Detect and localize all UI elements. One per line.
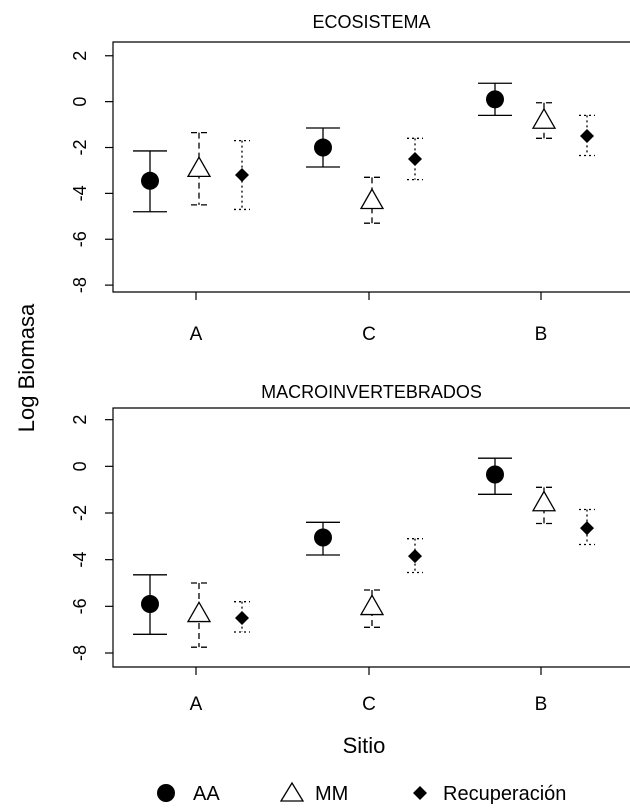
y-tick-label: -6 xyxy=(70,598,90,614)
series-2 xyxy=(186,486,557,648)
y-tick-label: 2 xyxy=(70,415,90,425)
legend: AA MM Recuperación xyxy=(157,781,566,805)
data-point xyxy=(141,171,159,190)
legend-marker xyxy=(279,781,305,802)
plot-frame xyxy=(112,407,630,668)
y-tick-label: -8 xyxy=(70,645,90,661)
y-tick-label: -4 xyxy=(70,185,90,201)
data-point xyxy=(580,521,594,536)
data-point xyxy=(486,465,504,484)
legend-label: AA xyxy=(193,783,220,805)
chart-panel-1: ECOSISTEMA 2 0 -2 -4 -6 -8 A C B xyxy=(70,12,630,345)
series-1 xyxy=(133,457,512,635)
data-point xyxy=(531,490,557,512)
legend-label: Recuperación xyxy=(443,783,566,805)
data-point xyxy=(408,549,422,564)
y-tick-label: -4 xyxy=(70,552,90,568)
y-tick-label: -8 xyxy=(70,277,90,293)
x-tick-label: C xyxy=(362,324,376,345)
y-tick-label: -2 xyxy=(70,505,90,521)
legend-item-3: Recuperación xyxy=(413,783,566,805)
panel-title: ECOSISTEMA xyxy=(312,12,430,32)
x-tick-label: A xyxy=(190,694,203,715)
panel-title: MACROINVERTEBRADOS xyxy=(261,382,482,402)
data-point xyxy=(314,528,332,547)
data-point xyxy=(359,187,385,210)
x-tick-label: B xyxy=(535,324,548,345)
legend-label: MM xyxy=(315,783,348,805)
legend-marker xyxy=(413,786,427,800)
y-tick-label: 2 xyxy=(70,51,90,61)
y-tick-label: -2 xyxy=(70,139,90,155)
data-point xyxy=(408,151,422,166)
series-3 xyxy=(234,508,595,633)
y-tick-label: 0 xyxy=(70,461,90,471)
y-axis-label: Log Biomasa xyxy=(14,303,39,432)
x-tick-label: C xyxy=(362,694,376,715)
legend-marker xyxy=(157,784,175,802)
data-point xyxy=(186,601,212,623)
data-point xyxy=(486,90,504,109)
chart-panel-2: MACROINVERTEBRADOS 2 0 -2 -4 -6 -8 A C B xyxy=(70,382,630,715)
y-tick-label: -6 xyxy=(70,231,90,247)
legend-item-1: AA xyxy=(157,783,220,805)
data-point xyxy=(141,595,159,613)
data-point xyxy=(531,107,557,129)
x-axis-label: Sitio xyxy=(343,733,386,758)
plot-frame xyxy=(112,41,630,293)
series-1 xyxy=(133,82,512,213)
data-point xyxy=(580,129,594,144)
data-point xyxy=(235,168,249,183)
x-tick-label: B xyxy=(535,694,548,715)
series-3 xyxy=(234,114,595,211)
x-tick-label: A xyxy=(190,324,203,345)
legend-item-2: MM xyxy=(279,781,348,805)
series-2 xyxy=(186,102,557,224)
y-tick-label: 0 xyxy=(70,97,90,107)
data-point xyxy=(186,155,212,178)
data-point xyxy=(235,611,249,625)
data-point xyxy=(314,138,332,157)
data-point xyxy=(359,594,385,616)
